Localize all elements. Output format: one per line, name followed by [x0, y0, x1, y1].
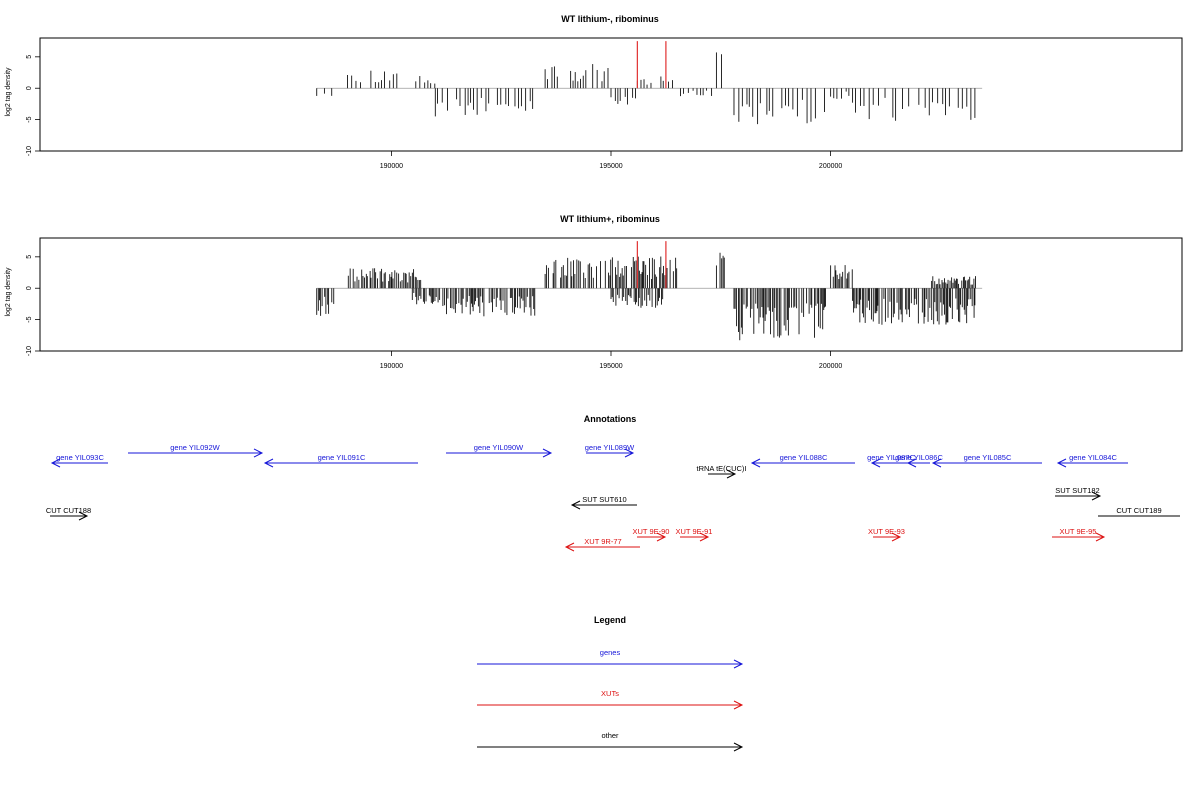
panel-2-axes: 190000 195000 200000 -10 -5 0 5	[26, 255, 842, 370]
annotation-feature: CUT CUT188	[46, 506, 91, 521]
annotation-feature: SUT SUT610	[570, 495, 637, 510]
feature-label: gene YIL092W	[170, 443, 220, 452]
feature-arrowhead	[726, 469, 737, 479]
annotation-feature: gene YIL088C	[750, 453, 855, 468]
annotation-feature: XUT 9E-91	[676, 527, 713, 542]
feature-arrowhead	[564, 542, 575, 552]
x-tick-label: 200000	[819, 363, 842, 370]
feature-arrowhead	[1056, 458, 1067, 468]
legend-item: other	[477, 731, 744, 752]
x-tick-label: 195000	[599, 363, 622, 370]
panel-1-ylabel: log2 tag density	[5, 67, 12, 117]
panel-1-title: WT lithium-, ribominus	[561, 14, 659, 24]
feature-arrowhead	[906, 458, 917, 468]
feature-label: SUT SUT610	[582, 495, 626, 504]
annotation-feature: gene YIL087C	[867, 453, 915, 468]
annotation-feature: gene YIL092W	[128, 443, 264, 458]
y-tick-label: -10	[26, 146, 33, 156]
annotation-feature: gene YIL085C	[931, 453, 1042, 468]
feature-label: XUT 9E-93	[868, 527, 905, 536]
legend-arrowhead	[733, 659, 744, 669]
feature-label: SUT SUT182	[1055, 486, 1099, 495]
feature-label: XUT 9E-95	[1060, 527, 1097, 536]
feature-label: CUT CUT188	[46, 506, 91, 515]
legend-arrowhead	[733, 700, 744, 710]
x-tick-label: 200000	[819, 163, 842, 170]
x-tick-label: 190000	[380, 363, 403, 370]
panel-2-title: WT lithium+, ribominus	[560, 214, 660, 224]
annotation-feature: gene YIL090W	[446, 443, 553, 458]
legend-items: genes XUTs other	[477, 648, 744, 752]
feature-arrowhead	[931, 458, 942, 468]
feature-arrowhead	[570, 500, 581, 510]
y-tick-label: -5	[26, 116, 33, 122]
feature-label: CUT CUT189	[1116, 506, 1161, 515]
density-panel-2: WT lithium+, ribominus log2 tag density …	[5, 214, 1183, 370]
legend-item: XUTs	[477, 689, 744, 710]
feature-label: XUT 9E-90	[633, 527, 670, 536]
panel-1-axes: 190000 195000 200000 -10 -5 0 5	[26, 55, 842, 170]
legend-item: genes	[477, 648, 744, 669]
annotation-feature: XUT 9R-77	[564, 537, 640, 552]
y-tick-label: -5	[26, 316, 33, 322]
feature-arrowhead	[699, 532, 710, 542]
annotation-feature: gene YIL089W	[585, 443, 635, 458]
y-tick-label: 5	[26, 255, 33, 259]
annotation-feature: gene YIL093C	[50, 453, 108, 468]
feature-label: gene YIL090W	[474, 443, 524, 452]
panel-1-bars	[316, 41, 983, 125]
feature-arrowhead	[1095, 532, 1106, 542]
feature-arrowhead	[1091, 491, 1102, 501]
feature-arrowhead	[656, 532, 667, 542]
legend-title: Legend	[594, 615, 626, 625]
feature-arrowhead	[542, 448, 553, 458]
feature-label: XUT 9E-91	[676, 527, 713, 536]
y-tick-label: 0	[26, 286, 33, 290]
annotation-feature: tRNA tE(CUC)I	[696, 464, 747, 479]
panel-2-ylabel: log2 tag density	[5, 267, 12, 317]
panel-2-bars	[316, 241, 983, 341]
legend: Legend genes XUTs other	[477, 615, 744, 752]
feature-label: tRNA tE(CUC)I	[696, 464, 746, 473]
annotation-feature: gene YIL091C	[263, 453, 418, 468]
feature-arrowhead	[750, 458, 761, 468]
feature-label: gene YIL091C	[318, 453, 366, 462]
y-tick-label: 0	[26, 86, 33, 90]
feature-arrowhead	[263, 458, 274, 468]
legend-label: genes	[600, 648, 621, 657]
density-panel-1: WT lithium-, ribominus log2 tag density …	[5, 14, 1183, 170]
x-tick-label: 195000	[599, 163, 622, 170]
y-tick-label: 5	[26, 55, 33, 59]
annotation-feature: XUT 9E-93	[868, 527, 905, 542]
feature-label: gene YIL084C	[1069, 453, 1117, 462]
feature-label: XUT 9R-77	[584, 537, 621, 546]
annotation-feature: gene YIL084C	[1056, 453, 1128, 468]
legend-label: XUTs	[601, 689, 619, 698]
y-tick-label: -10	[26, 346, 33, 356]
feature-arrowhead	[253, 448, 264, 458]
feature-arrowhead	[50, 458, 61, 468]
annotation-feature: SUT SUT182	[1055, 486, 1102, 501]
legend-label: other	[601, 731, 619, 740]
feature-label: gene YIL093C	[56, 453, 104, 462]
annotation-feature: XUT 9E-90	[633, 527, 670, 542]
annotation-feature: gene YIL086C	[895, 453, 943, 468]
x-tick-label: 190000	[380, 163, 403, 170]
feature-arrowhead	[891, 532, 902, 542]
feature-label: gene YIL089W	[585, 443, 635, 452]
annotation-feature: XUT 9E-95	[1052, 527, 1106, 542]
feature-arrowhead	[624, 448, 635, 458]
feature-arrowhead	[78, 511, 89, 521]
feature-label: gene YIL085C	[964, 453, 1012, 462]
legend-arrowhead	[733, 742, 744, 752]
feature-label: gene YIL087C	[867, 453, 915, 462]
feature-arrowhead	[870, 458, 881, 468]
annotation-feature: CUT CUT189	[1098, 506, 1180, 517]
feature-label: gene YIL088C	[780, 453, 828, 462]
feature-label: gene YIL086C	[895, 453, 943, 462]
annotation-features: gene YIL093C gene YIL092W gene YIL091C gene…	[46, 443, 1180, 552]
annotations-title: Annotations	[584, 414, 637, 424]
